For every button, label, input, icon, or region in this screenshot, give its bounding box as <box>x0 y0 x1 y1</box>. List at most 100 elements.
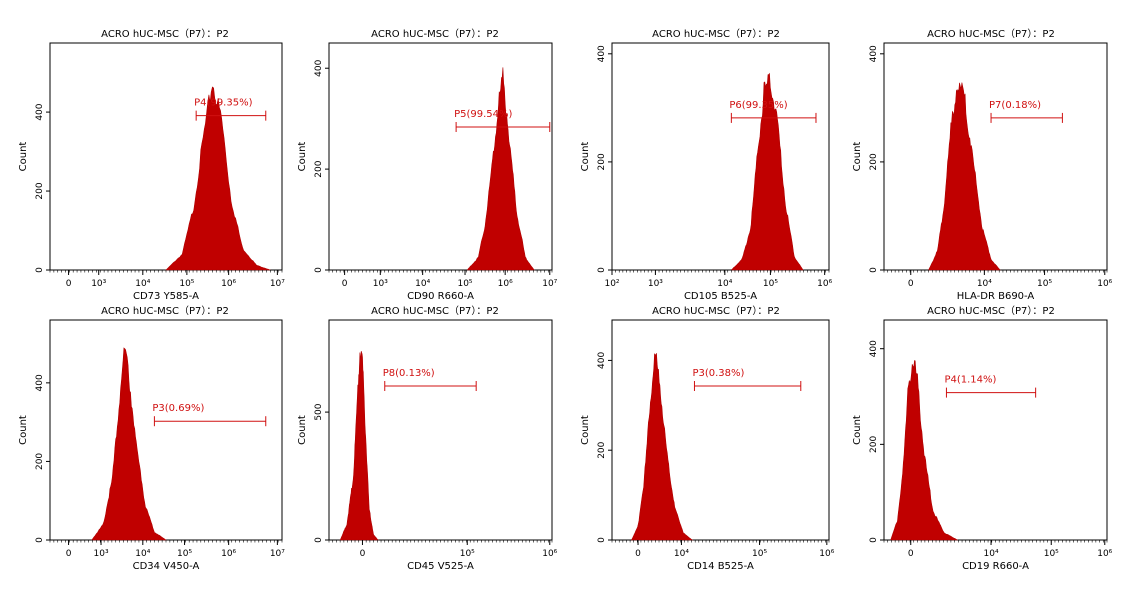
y-tick-label: 500 <box>314 403 324 420</box>
gate-marker[interactable]: P7(0.18%) <box>989 100 1063 123</box>
y-tick-label: 400 <box>869 45 879 62</box>
x-tick-label: 10³ <box>648 279 663 289</box>
x-tick-label: 10⁴ <box>135 549 150 559</box>
gate-label: P7(0.18%) <box>989 100 1041 111</box>
y-tick-label: 0 <box>314 267 324 273</box>
y-axis-label: Count <box>580 415 591 445</box>
gate-label: P5(99.54%) <box>454 109 512 120</box>
panel-title: ACRO hUC-MSC（P7）：P2 <box>927 28 1055 40</box>
x-tick-label: 10⁷ <box>542 279 557 289</box>
x-tick-label: 10⁵ <box>177 549 192 559</box>
y-tick-label: 400 <box>869 340 879 357</box>
histogram-area <box>890 360 958 541</box>
x-tick-label: 10⁶ <box>817 279 832 289</box>
x-axis-label: CD19 R660-A <box>962 561 1029 572</box>
y-tick-label: 400 <box>314 59 324 76</box>
gate-marker[interactable]: P3(0.69%) <box>152 403 267 427</box>
y-tick-label: 400 <box>597 45 607 62</box>
y-axis-label: Count <box>297 415 308 445</box>
histogram-panel-2: ACRO hUC-MSC（P7）：P2 0 200 400 0 10³ 10⁴ 10⁵ 10⁶ 1… <box>297 28 558 302</box>
plot-frame <box>49 42 283 271</box>
panel-title: ACRO hUC-MSC（P7）：P2 <box>101 28 229 40</box>
x-tick-label: 10⁵ <box>457 279 472 289</box>
y-axis-label: Count <box>18 415 29 445</box>
x-tick-label: 10⁶ <box>819 549 834 559</box>
x-tick-label: 10⁴ <box>977 279 992 289</box>
plot-frame <box>611 42 830 271</box>
plot-frame <box>49 319 283 541</box>
x-axis-label: CD34 V450-A <box>133 561 200 572</box>
gate-marker[interactable]: P3(0.38%) <box>692 368 802 391</box>
gate-marker[interactable]: P8(0.13%) <box>383 368 477 391</box>
y-tick-label: 400 <box>35 103 45 120</box>
x-tick-label: 10⁴ <box>984 549 999 559</box>
gate-marker[interactable]: P4(99.35%) <box>194 98 267 121</box>
histogram-area <box>91 347 168 541</box>
y-tick-label: 0 <box>35 537 45 543</box>
x-tick-label: 0 <box>342 279 348 289</box>
plot-frame <box>883 42 1108 271</box>
histogram-panel-3: ACRO hUC-MSC（P7）：P2 0 200 400 10² 10³ 10⁴ 10⁵ 10… <box>580 28 833 302</box>
gate-marker[interactable]: P4(1.14%) <box>944 375 1037 398</box>
gate-label: P6(99.35%) <box>729 100 787 111</box>
x-tick-label: 10⁵ <box>460 549 475 559</box>
y-tick-label: 0 <box>869 267 879 273</box>
x-tick-label: 10⁵ <box>179 279 194 289</box>
x-tick-label: 10⁵ <box>1044 549 1059 559</box>
histogram-area <box>467 67 535 271</box>
x-tick-label: 10⁷ <box>270 549 285 559</box>
x-axis-label: CD45 V525-A <box>407 561 474 572</box>
gate-marker[interactable]: P5(99.54%) <box>454 109 551 132</box>
x-axis-label: CD105 B525-A <box>684 291 757 302</box>
y-tick-label: 200 <box>869 435 879 452</box>
y-axis-label: Count <box>852 142 863 172</box>
x-tick-label: 10⁶ <box>221 549 236 559</box>
x-tick-label: 10⁴ <box>135 279 150 289</box>
x-tick-label: 10⁵ <box>763 279 778 289</box>
x-tick-label: 10⁵ <box>752 549 767 559</box>
y-tick-label: 200 <box>35 453 45 470</box>
x-tick-label: 10⁶ <box>498 279 513 289</box>
histogram-area <box>731 72 804 271</box>
x-axis-label: CD14 B525-A <box>687 561 754 572</box>
histogram-area <box>165 86 271 271</box>
x-tick-label: 10⁶ <box>1097 549 1112 559</box>
panel-title: ACRO hUC-MSC（P7）：P2 <box>101 305 229 317</box>
histogram-panel-4: ACRO hUC-MSC（P7）：P2 0 200 400 0 10⁴ 10⁵ 10⁶ HLA-… <box>852 28 1113 302</box>
y-tick-label: 200 <box>314 160 324 177</box>
x-tick-label: 0 <box>66 279 72 289</box>
gate-label: P3(0.38%) <box>692 368 744 379</box>
histogram-area <box>339 351 379 541</box>
y-tick-label: 400 <box>35 374 45 391</box>
x-tick-label: 10³ <box>91 279 106 289</box>
panel-title: ACRO hUC-MSC（P7）：P2 <box>371 305 499 317</box>
y-tick-label: 200 <box>869 153 879 170</box>
panel-title: ACRO hUC-MSC（P7）：P2 <box>652 305 780 317</box>
x-axis-label: CD90 R660-A <box>407 291 474 302</box>
panel-title: ACRO hUC-MSC（P7）：P2 <box>371 28 499 40</box>
y-axis-label: Count <box>297 142 308 172</box>
gate-marker[interactable]: P6(99.35%) <box>729 100 817 123</box>
x-tick-label: 10⁷ <box>270 279 285 289</box>
histogram-panel-1: ACRO hUC-MSC（P7）：P2 0 200 400 0 10³ 10⁴ 10⁵ 10⁶ 1… <box>18 28 285 302</box>
gate-label: P4(1.14%) <box>944 375 996 386</box>
x-tick-label: 10⁶ <box>221 279 236 289</box>
histogram-area <box>631 353 694 541</box>
x-tick-label: 0 <box>908 279 914 289</box>
y-axis-label: Count <box>580 142 591 172</box>
y-tick-label: 0 <box>314 537 324 543</box>
gate-label: P8(0.13%) <box>383 368 435 379</box>
y-axis-label: Count <box>18 142 29 172</box>
gate-label: P4(99.35%) <box>194 98 252 109</box>
y-tick-label: 200 <box>597 153 607 170</box>
x-tick-label: 0 <box>635 549 641 559</box>
y-tick-label: 0 <box>597 537 607 543</box>
x-axis-label: CD73 Y585-A <box>133 291 199 302</box>
y-tick-label: 400 <box>597 352 607 369</box>
gate-label: P3(0.69%) <box>152 403 204 414</box>
histogram-panel-7: ACRO hUC-MSC（P7）：P2 0 200 400 0 10⁴ 10⁵ 10⁶ CD14… <box>580 305 835 572</box>
histogram-panel-8: ACRO hUC-MSC（P7）：P2 0 200 400 0 10⁴ 10⁵ 10⁶ CD19… <box>852 305 1113 572</box>
x-tick-label: 0 <box>66 549 72 559</box>
histogram-panel-6: ACRO hUC-MSC（P7）：P2 0 500 0 10⁵ 10⁶ CD45 V525-… <box>297 305 558 572</box>
